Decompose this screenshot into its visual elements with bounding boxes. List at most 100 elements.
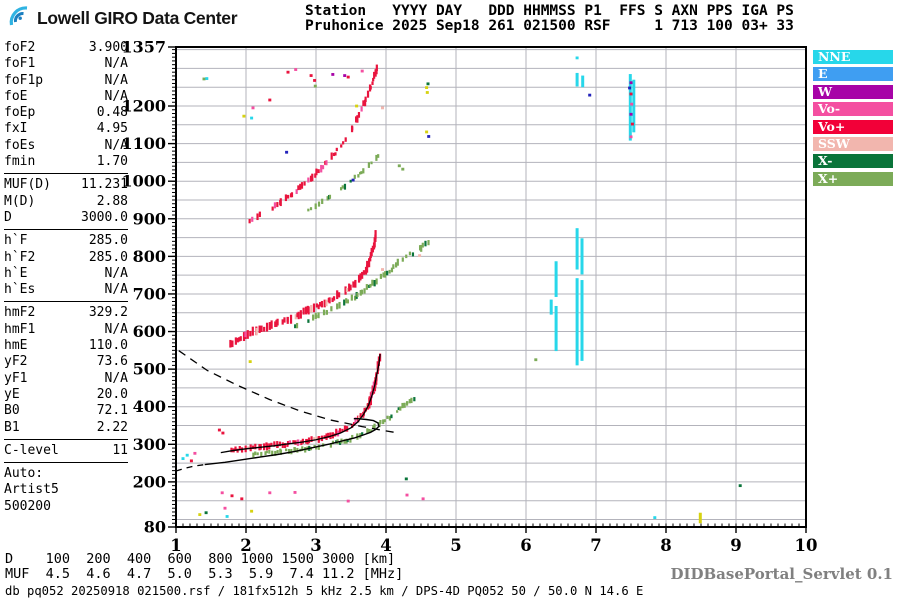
param-value: 0.48	[96, 105, 128, 121]
param-row-yf1: yF1 N/A	[4, 371, 128, 387]
y-axis-tick-label: 400	[133, 397, 166, 416]
y-axis-tick-label: 80	[144, 518, 166, 537]
fitted-trace-curve	[220, 354, 381, 454]
y-axis-tick-label: 1000	[121, 172, 166, 191]
param-value: 285.0	[88, 233, 128, 249]
param-label: hmF1	[4, 321, 36, 337]
param-row-foe: foE N/A	[4, 89, 128, 105]
param-value: N/A	[104, 72, 128, 88]
autoscaler-info-line: 500200	[4, 498, 51, 514]
parameter-panel: foF2 3.900 foF1 N/A foF1p N/A foE N/A foEp 0.48 fx…	[4, 40, 128, 515]
param-row-fof1p: foF1p N/A	[4, 73, 128, 89]
param-value: 4.95	[96, 121, 128, 137]
y-axis-tick-label: 200	[133, 472, 166, 491]
param-value: N/A	[104, 137, 128, 153]
param-row-md: M(D) 2.88	[4, 194, 128, 210]
x-axis-tick-label: 2	[240, 536, 251, 555]
panel-divider	[4, 301, 128, 303]
echo-marks	[181, 56, 742, 524]
param-label: B1	[4, 419, 20, 435]
param-label: yE	[4, 386, 20, 402]
param-value: N/A	[104, 282, 128, 298]
param-row-hf2: h`F2 285.0	[4, 250, 128, 266]
param-value: N/A	[104, 56, 128, 72]
y-axis-tick-label: 700	[133, 284, 166, 303]
station-header-line2: Pruhonice 2025 Sep18 261 021500 RSF 1 71…	[305, 17, 794, 34]
profile-extrapolation-dashed	[175, 463, 205, 472]
y-axis-tick-label: 500	[133, 360, 166, 379]
param-value: 72.1	[96, 403, 128, 419]
y-axis-tick-label: 900	[133, 209, 166, 228]
panel-divider	[4, 438, 128, 440]
param-row-hmf2: hmF2 329.2	[4, 305, 128, 321]
param-row-b0: B0 72.1	[4, 403, 128, 419]
param-label: yF1	[4, 370, 28, 386]
station-header-line1: Station YYYY DAY DDD HHMMSS P1 FFS S AXN…	[305, 3, 794, 19]
param-value: 11	[112, 442, 128, 458]
param-value: 20.0	[96, 386, 128, 402]
param-row-fmin: fmin 1.70	[4, 154, 128, 170]
footer-file-info: db pq052 20250918 021500.rsf / 181fx512h…	[5, 584, 644, 598]
servlet-version-label: DIDBasePortal_Servlet 0.1	[670, 565, 893, 583]
legend-item-w: W	[813, 84, 893, 99]
true-height-profile-curve	[204, 418, 380, 466]
param-label: foF1	[4, 56, 36, 72]
param-row-clevel: C-level 11	[4, 443, 128, 459]
param-label: foE	[4, 88, 28, 104]
panel-divider	[4, 462, 128, 464]
echo-direction-legend: NNE E W Vo- Vo+ SSW X- X+	[813, 50, 893, 189]
legend-item-ssw: SSW	[813, 136, 893, 151]
legend-item-x: X+	[813, 171, 893, 186]
x-axis-tick-label: 6	[520, 536, 531, 555]
param-label: h`F	[4, 233, 28, 249]
param-row-hf: h`F 285.0	[4, 233, 128, 249]
param-label: h`E	[4, 265, 28, 281]
param-row-fof2: foF2 3.900	[4, 40, 128, 56]
axis-ticks	[168, 46, 807, 533]
param-value: 73.6	[96, 354, 128, 370]
param-row-ye: yE 20.0	[4, 387, 128, 403]
param-label: M(D)	[4, 193, 36, 209]
y-axis-tick-label: 800	[133, 247, 166, 266]
x-axis-tick-label: 4	[380, 536, 391, 555]
param-label: foEp	[4, 105, 36, 121]
param-row-foes: foEs N/A	[4, 138, 128, 154]
muf-d-table: D 100 200 400 600 800 1000 1500 3000 [km…	[5, 551, 404, 582]
param-row-hmf1: hmF1 N/A	[4, 322, 128, 338]
param-label: C-level	[4, 442, 59, 458]
y-axis-tick-label: 1200	[121, 97, 166, 116]
giro-logo: Lowell GIRO Data Center	[8, 5, 238, 31]
param-label: MUF(D)	[4, 177, 51, 193]
param-value: 110.0	[88, 338, 128, 354]
y-axis-tick-label: 1100	[121, 134, 166, 153]
y-axis-tick-label: 1357	[121, 38, 166, 57]
axis-labels: 8020030040050060070080090010001100120013…	[121, 38, 817, 556]
param-label: h`F2	[4, 249, 36, 265]
logo-text: Lowell GIRO Data Center	[37, 7, 238, 28]
autoscaler-info-line: Auto:	[4, 466, 44, 482]
param-value: 3.900	[88, 40, 128, 55]
param-label: foF1p	[4, 72, 44, 88]
legend-item-nne: NNE	[813, 50, 893, 64]
panel-divider	[4, 173, 128, 175]
param-row-foep: foEp 0.48	[4, 105, 128, 121]
param-row-he: h`E N/A	[4, 266, 128, 282]
x-axis-tick-label: 1	[170, 536, 181, 555]
plot-frame	[175, 46, 807, 528]
param-value: 11.231	[81, 177, 128, 193]
param-value: 1.70	[96, 154, 128, 170]
x-axis-tick-label: 5	[450, 536, 461, 555]
param-value: 329.2	[88, 305, 128, 321]
panel-divider	[4, 229, 128, 231]
param-value: N/A	[104, 88, 128, 104]
param-value: N/A	[104, 265, 128, 281]
y-axis-tick-label: 300	[133, 435, 166, 454]
muf-transmission-curve-dashed	[178, 350, 399, 434]
legend-item-vo: Vo-	[813, 102, 893, 117]
param-row-fxi: fxI 4.95	[4, 121, 128, 137]
param-label: B0	[4, 403, 20, 419]
param-row-mufd: MUF(D) 11.231	[4, 177, 128, 193]
param-label: foEs	[4, 137, 36, 153]
